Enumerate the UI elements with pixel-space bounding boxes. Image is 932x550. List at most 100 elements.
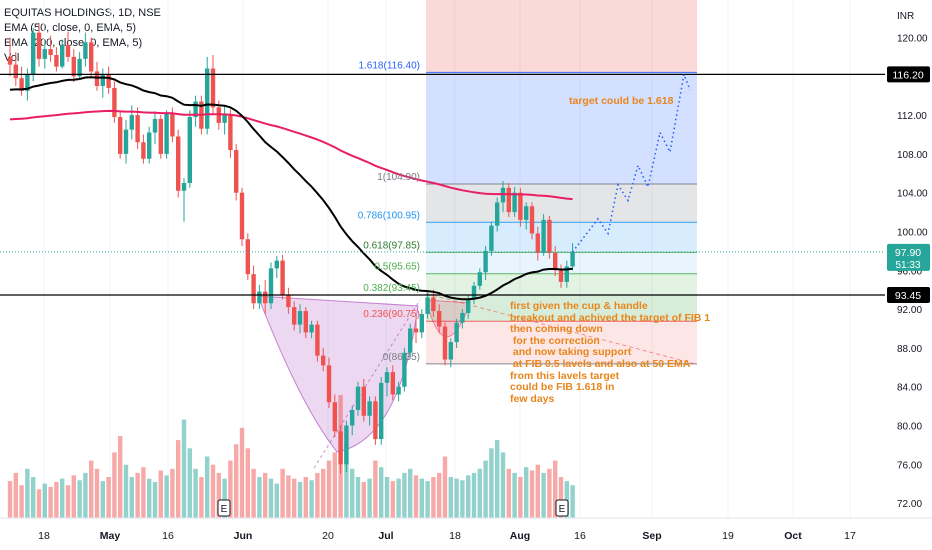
candle-body-30 — [181, 183, 187, 191]
volume-bar-39 — [234, 444, 239, 518]
candle-body-81 — [477, 272, 482, 286]
volume-bars — [7, 395, 575, 518]
countdown-text: 51:33 — [895, 260, 920, 271]
candle-body-7 — [48, 49, 53, 55]
last-price-tag-text: 97.90 — [895, 247, 921, 259]
volume-bar-97 — [570, 485, 575, 518]
candle-body-95 — [558, 270, 564, 282]
volume-bar-38 — [228, 460, 233, 518]
fib-label-1: 1(104.90) — [377, 172, 420, 183]
volume-bar-91 — [535, 464, 540, 518]
candle-body-65 — [384, 372, 390, 383]
volume-bar-85 — [500, 452, 506, 518]
volume-bar-84 — [495, 440, 500, 518]
volume-bar-72 — [425, 481, 430, 518]
candle-body-48 — [286, 295, 291, 308]
x-tick-12: 17 — [844, 530, 856, 542]
volume-bar-22 — [135, 472, 140, 518]
candle-body-10 — [65, 45, 71, 57]
volume-bar-46 — [274, 483, 279, 518]
volume-bar-66 — [390, 481, 395, 518]
drawing-shapes — [257, 295, 471, 469]
note-line: then coming down — [510, 323, 603, 336]
candle-body-41 — [245, 239, 250, 275]
volume-bar-95 — [558, 477, 564, 518]
candle-body-71 — [419, 313, 424, 333]
y-tick-4: 104.00 — [897, 189, 928, 200]
fib-zone-6 — [426, 321, 697, 364]
y-tick-10: 80.00 — [897, 422, 922, 433]
volume-bar-32 — [193, 468, 198, 518]
volume-bar-33 — [199, 477, 204, 518]
volume-bar-0 — [7, 481, 13, 518]
candle-body-93 — [547, 219, 552, 253]
volume-bar-36 — [216, 472, 221, 518]
note-line: at FIB 0.5 lavels and also at 50 EMA — [510, 357, 691, 370]
volume-bar-56 — [332, 452, 337, 518]
candle-body-92 — [541, 219, 546, 253]
fibonacci-zones — [43, 0, 851, 518]
candle-body-51 — [303, 311, 308, 333]
resistance-tag: 116.20 — [887, 66, 930, 83]
volume-bar-82 — [483, 460, 488, 518]
candle-body-4 — [31, 32, 36, 75]
volume-bar-25 — [152, 481, 158, 518]
candle-body-54 — [321, 355, 326, 366]
ema200-line — [9, 109, 573, 201]
volume-bar-89 — [524, 467, 529, 518]
candle-body-38 — [228, 115, 233, 151]
candle-body-88 — [518, 192, 523, 220]
volume-bar-35 — [210, 464, 216, 518]
candle-body-28 — [170, 113, 175, 137]
candle-body-58 — [344, 425, 349, 465]
fib-label-0: 1.618(116.40) — [358, 60, 420, 71]
volume-bar-4 — [31, 477, 36, 518]
candle-body-83 — [489, 225, 494, 251]
volume-bar-71 — [419, 478, 424, 518]
volume-bar-3 — [25, 468, 30, 518]
candle-body-14 — [89, 42, 94, 72]
note-line: from this lavels target — [510, 369, 620, 382]
y-tick-11: 76.00 — [897, 460, 922, 471]
earnings-marker-box — [555, 499, 569, 517]
time-axis: 18 May 16 Jun 20 Jul 18 Aug 16 Sep 19 Oct 17 — [0, 517, 932, 542]
fib-label-7: 0(86.35) — [383, 352, 420, 363]
candle-body-15 — [94, 71, 100, 86]
volume-bar-76 — [448, 477, 453, 518]
candle-body-0 — [7, 56, 13, 65]
volume-bar-11 — [71, 475, 76, 518]
note-line: and now taking support — [510, 346, 632, 359]
volume-bar-45 — [268, 478, 274, 518]
volume-bar-53 — [315, 472, 320, 518]
y-tick-5: 100.00 — [897, 228, 928, 239]
candle-body-91 — [535, 233, 540, 253]
candle-body-74 — [437, 311, 442, 327]
candle-body-16 — [100, 74, 105, 86]
resistance-tag-box — [887, 66, 930, 83]
candle-body-9 — [60, 45, 65, 67]
x-tick-11: Oct — [784, 530, 802, 542]
volume-bar-6 — [42, 483, 47, 518]
candle-body-17 — [106, 74, 111, 88]
ema-lines — [9, 76, 573, 301]
candle-body-46 — [274, 260, 279, 269]
y-tick-9: 84.00 — [897, 383, 922, 394]
candle-body-86 — [506, 187, 511, 213]
candle-body-52 — [309, 324, 314, 333]
candle-body-97 — [570, 251, 575, 267]
candles — [7, 22, 575, 474]
volume-bar-37 — [222, 478, 227, 518]
candle-body-5 — [36, 32, 42, 59]
volume-bar-67 — [396, 478, 401, 518]
candle-body-79 — [466, 299, 471, 313]
candle-body-18 — [112, 87, 117, 118]
x-tick-10: 19 — [722, 530, 734, 542]
candle-body-84 — [495, 202, 500, 226]
volume-bar-79 — [466, 475, 471, 518]
volume-bar-88 — [518, 477, 523, 518]
note-line: few days — [510, 392, 555, 405]
candle-body-96 — [564, 266, 569, 282]
volume-bar-26 — [158, 470, 163, 518]
fib-trend-line — [425, 293, 698, 365]
